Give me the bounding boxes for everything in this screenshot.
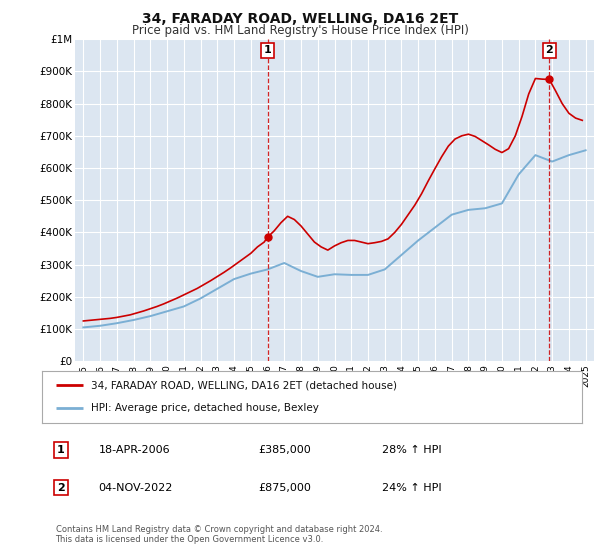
Text: £385,000: £385,000 <box>258 445 311 455</box>
Text: Contains HM Land Registry data © Crown copyright and database right 2024.
This d: Contains HM Land Registry data © Crown c… <box>56 525 382 544</box>
Text: £875,000: £875,000 <box>258 483 311 493</box>
Text: 2: 2 <box>57 483 65 493</box>
Text: 1: 1 <box>57 445 65 455</box>
Text: HPI: Average price, detached house, Bexley: HPI: Average price, detached house, Bexl… <box>91 403 319 413</box>
Text: 24% ↑ HPI: 24% ↑ HPI <box>382 483 442 493</box>
Text: 18-APR-2006: 18-APR-2006 <box>98 445 170 455</box>
Text: Price paid vs. HM Land Registry's House Price Index (HPI): Price paid vs. HM Land Registry's House … <box>131 24 469 36</box>
Text: 28% ↑ HPI: 28% ↑ HPI <box>382 445 442 455</box>
Text: 04-NOV-2022: 04-NOV-2022 <box>98 483 173 493</box>
Text: 34, FARADAY ROAD, WELLING, DA16 2ET: 34, FARADAY ROAD, WELLING, DA16 2ET <box>142 12 458 26</box>
Text: 1: 1 <box>263 45 271 55</box>
Text: 34, FARADAY ROAD, WELLING, DA16 2ET (detached house): 34, FARADAY ROAD, WELLING, DA16 2ET (det… <box>91 380 397 390</box>
Text: 2: 2 <box>545 45 553 55</box>
